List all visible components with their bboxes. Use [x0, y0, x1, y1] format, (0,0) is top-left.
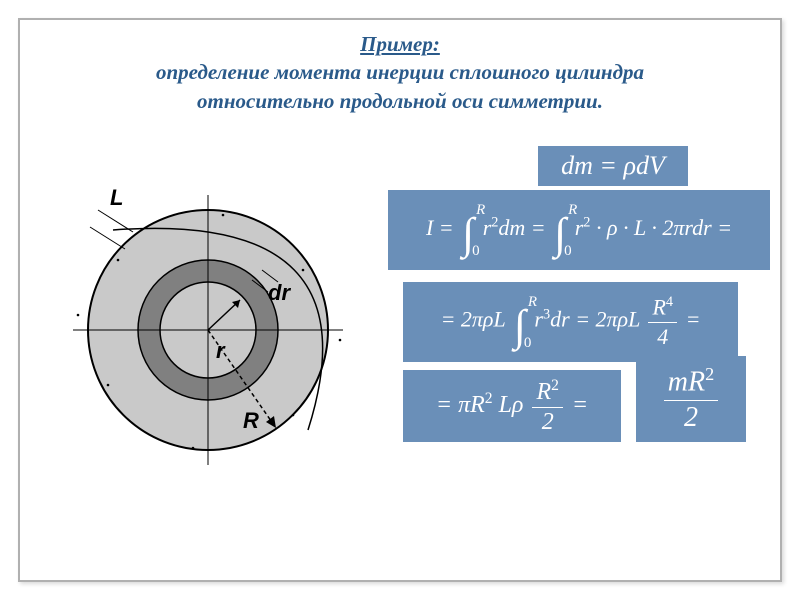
label-R: R — [243, 408, 259, 434]
label-L: L — [110, 185, 123, 211]
title-line3: относительно продольной оси симметрии. — [20, 87, 780, 115]
equation-integral-1: I = R∫0 r2dm = R∫0 r2 · ρ · L · 2πrdr = — [388, 190, 770, 270]
label-dr: dr — [268, 280, 290, 306]
equation-dm: dm = ρdV — [538, 146, 688, 186]
equation-integral-2: = 2πρL R∫0 r3dr = 2πρL R44 = — [403, 282, 738, 362]
slide-title: Пример: определение момента инерции спло… — [20, 30, 780, 115]
content-area: L dr r R dm = ρdV I = R∫0 r2dm = R∫0 r2 … — [48, 140, 752, 552]
equation-final: mR22 — [636, 356, 746, 442]
label-r: r — [216, 338, 225, 364]
title-line2: определение момента инерции сплошного ци… — [20, 58, 780, 86]
slide-frame: Пример: определение момента инерции спло… — [18, 18, 782, 582]
equation-result-1: = πR2 Lρ R22 = — [403, 370, 621, 442]
diagram-svg — [48, 170, 368, 480]
title-line1: Пример: — [20, 30, 780, 58]
cylinder-cross-section-diagram: L dr r R — [48, 170, 368, 485]
